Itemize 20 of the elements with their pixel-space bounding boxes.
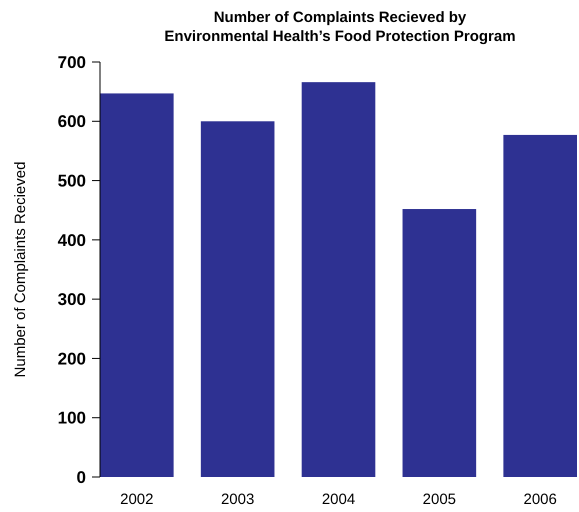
y-tick-label: 600 <box>58 112 86 132</box>
x-tick-label: 2005 <box>422 491 456 508</box>
chart-title: Number of Complaints Recieved by Environmental Health’s Food Protection Program <box>164 9 516 45</box>
bar <box>402 209 476 477</box>
y-tick-label: 300 <box>58 290 86 310</box>
x-tick-label: 2002 <box>120 491 154 508</box>
x-tick-label: 2004 <box>322 491 356 508</box>
y-tick-label: 400 <box>58 230 86 250</box>
y-tick-label: 500 <box>58 172 86 191</box>
y-tick-label: 700 <box>58 52 86 72</box>
y-tick-label: 200 <box>58 349 86 368</box>
x-tick-label: 2003 <box>220 491 254 508</box>
bar <box>302 82 376 477</box>
y-tick-label: 0 <box>76 468 86 487</box>
y-axis-title: Number of Complaints Recieved <box>12 162 29 378</box>
bar <box>100 93 174 477</box>
bar <box>200 121 274 477</box>
bar <box>503 134 577 477</box>
y-tick-label: 100 <box>58 408 86 428</box>
x-tick-label: 2006 <box>524 491 557 508</box>
